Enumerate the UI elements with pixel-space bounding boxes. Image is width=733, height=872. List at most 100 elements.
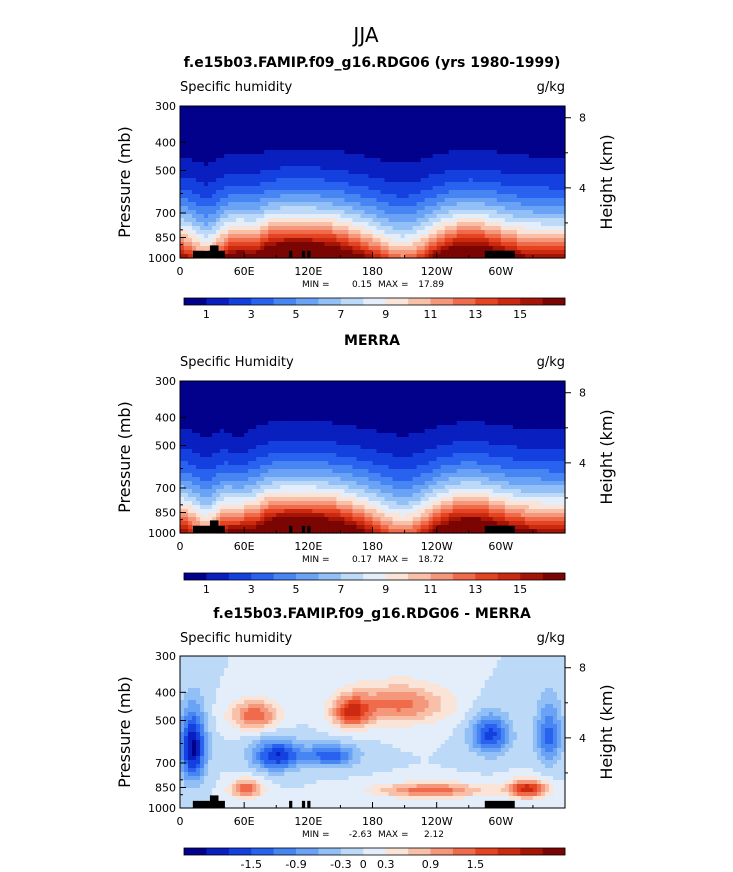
field-cell [544, 234, 550, 239]
colorbar-swatch [452, 298, 476, 305]
field-cell [344, 230, 350, 235]
field-cell [368, 194, 374, 199]
field-cell [472, 158, 478, 163]
field-cell [296, 142, 301, 147]
field-cell [296, 182, 301, 187]
field-cell [444, 206, 450, 211]
field-cell [308, 202, 313, 207]
field-cell [536, 234, 542, 239]
field-cell [240, 250, 245, 255]
field-cell [236, 134, 241, 139]
field-cell [260, 186, 265, 191]
field-cell [264, 210, 269, 215]
field-cell [256, 198, 261, 203]
field-cell [448, 130, 454, 135]
field-cell [308, 174, 313, 179]
field-cell [332, 246, 338, 251]
field-cell [348, 194, 354, 199]
field-cell [212, 222, 217, 227]
field-cell [488, 238, 494, 243]
field-cell [264, 413, 269, 418]
field-cell [348, 393, 354, 398]
field-cell [388, 150, 394, 155]
field-cell [320, 194, 325, 199]
field-cell [544, 198, 550, 203]
field-cell [288, 425, 293, 430]
field-cell [284, 174, 289, 179]
field-cell [248, 413, 253, 418]
field-cell [456, 170, 462, 175]
field-cell [236, 114, 241, 119]
field-cell [352, 122, 358, 127]
field-cell [380, 170, 386, 175]
field-cell [380, 254, 386, 259]
field-cell [276, 206, 281, 211]
field-cell [268, 186, 273, 191]
field-cell [540, 150, 546, 155]
field-cell [372, 409, 378, 414]
field-cell [260, 178, 265, 183]
field-cell [452, 401, 458, 406]
field-cell [540, 381, 546, 386]
field-cell [196, 138, 201, 143]
field-cell [300, 126, 305, 131]
field-cell [516, 405, 522, 410]
field-cell [464, 242, 470, 247]
field-cell [312, 238, 317, 243]
field-cell [244, 238, 249, 243]
field-cell [256, 178, 261, 183]
field-cell [480, 206, 486, 211]
field-cell [496, 178, 502, 183]
field-cell [408, 381, 414, 386]
field-cell [392, 170, 398, 175]
field-cell [544, 194, 550, 199]
field-cell [284, 242, 289, 247]
field-cell [268, 214, 273, 219]
field-cell [456, 158, 462, 163]
field-cell [556, 381, 562, 386]
field-cell [480, 214, 486, 219]
field-cell [240, 242, 245, 247]
field-cell [508, 409, 514, 414]
field-cell [412, 385, 418, 390]
field-cell [240, 246, 245, 251]
colorbar-swatch [497, 298, 521, 305]
field-cell [436, 202, 442, 207]
field-cell [516, 389, 522, 394]
field-cell [356, 234, 362, 239]
field-cell [308, 178, 313, 183]
field-cell [348, 381, 354, 386]
field-cell [364, 429, 370, 434]
field-cell [500, 246, 506, 251]
field-cell [288, 405, 293, 410]
field-cell [184, 142, 189, 147]
field-cell [280, 389, 285, 394]
field-cell [500, 158, 506, 163]
field-cell [236, 425, 241, 430]
field-cell [380, 194, 386, 199]
field-cell [304, 389, 309, 394]
field-cell [316, 130, 321, 135]
field-cell [340, 238, 346, 243]
field-cell [340, 150, 346, 155]
field-cell [508, 186, 514, 191]
field-cell [384, 425, 390, 430]
field-cell [288, 106, 293, 111]
field-cell [380, 234, 386, 239]
field-cell [184, 106, 189, 111]
field-cell [208, 409, 213, 414]
field-cell [432, 114, 438, 119]
field-cell [460, 222, 466, 227]
field-cell [516, 122, 522, 127]
field-cell [356, 178, 362, 183]
field-cell [192, 381, 197, 386]
field-cell [304, 142, 309, 147]
field-cell [484, 146, 490, 151]
field-cell [332, 397, 338, 402]
field-cell [332, 421, 338, 426]
field-cell [260, 114, 265, 119]
field-cell [484, 158, 490, 163]
field-cell [416, 190, 422, 195]
field-cell [412, 218, 418, 223]
field-cell [452, 206, 458, 211]
